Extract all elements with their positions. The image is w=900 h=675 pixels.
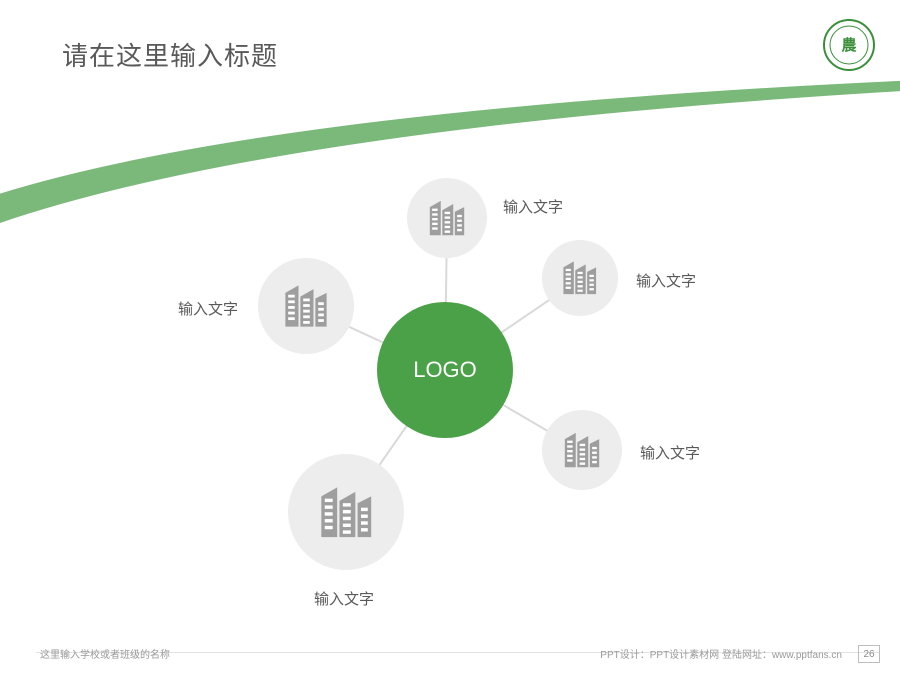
footer: 这里输入学校或者班级的名称 PPT设计：PPT设计素材网 登陆网址：www.pp… bbox=[0, 641, 900, 661]
diagram-center: LOGO bbox=[377, 302, 513, 438]
footer-left-text: 这里输入学校或者班级的名称 bbox=[40, 646, 170, 661]
buildings-icon bbox=[276, 276, 336, 336]
slide: 请在这里输入标题 農 输入文字 输入文字 bbox=[0, 0, 900, 675]
radial-diagram: 输入文字 输入文字 输入文字 bbox=[0, 0, 900, 675]
buildings-icon bbox=[422, 193, 472, 243]
diagram-node-label: 输入文字 bbox=[178, 298, 238, 319]
diagram-node-label: 输入文字 bbox=[503, 196, 563, 217]
diagram-node bbox=[407, 178, 487, 258]
page-number: 26 bbox=[858, 645, 880, 663]
footer-right-text: PPT设计：PPT设计素材网 登陆网址：www.pptfans.cn bbox=[600, 646, 842, 661]
diagram-node-label: 输入文字 bbox=[314, 588, 374, 609]
diagram-node bbox=[288, 454, 404, 570]
buildings-icon bbox=[557, 425, 607, 475]
diagram-node bbox=[542, 410, 622, 490]
diagram-node-label: 输入文字 bbox=[636, 270, 696, 291]
diagram-node bbox=[258, 258, 354, 354]
buildings-icon bbox=[556, 254, 604, 302]
buildings-icon bbox=[310, 476, 383, 549]
diagram-node bbox=[542, 240, 618, 316]
diagram-node-label: 输入文字 bbox=[640, 442, 700, 463]
